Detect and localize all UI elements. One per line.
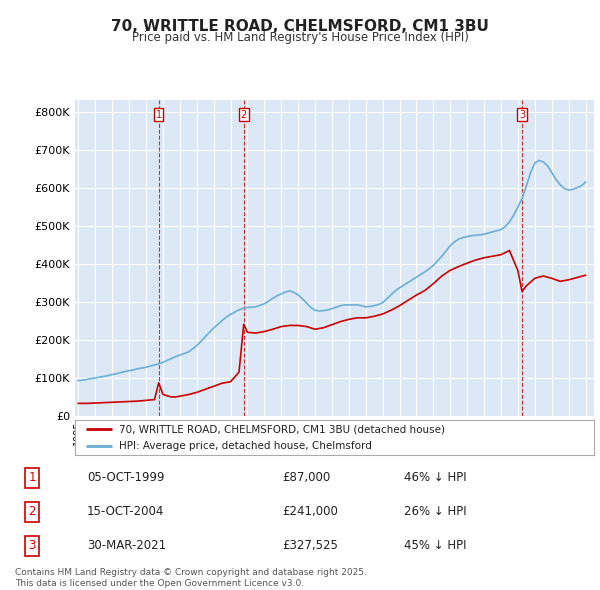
- Text: 1: 1: [155, 110, 162, 120]
- Text: 30-MAR-2021: 30-MAR-2021: [87, 539, 166, 552]
- Text: 2: 2: [241, 110, 247, 120]
- Text: 46% ↓ HPI: 46% ↓ HPI: [404, 471, 466, 484]
- Text: HPI: Average price, detached house, Chelmsford: HPI: Average price, detached house, Chel…: [119, 441, 372, 451]
- Text: 70, WRITTLE ROAD, CHELMSFORD, CM1 3BU (detached house): 70, WRITTLE ROAD, CHELMSFORD, CM1 3BU (d…: [119, 424, 445, 434]
- Text: £87,000: £87,000: [283, 471, 331, 484]
- Text: Price paid vs. HM Land Registry's House Price Index (HPI): Price paid vs. HM Land Registry's House …: [131, 31, 469, 44]
- Text: 26% ↓ HPI: 26% ↓ HPI: [404, 505, 466, 519]
- Text: 1: 1: [28, 471, 36, 484]
- Text: 2: 2: [28, 505, 36, 519]
- Text: 3: 3: [28, 539, 36, 552]
- Text: 15-OCT-2004: 15-OCT-2004: [87, 505, 164, 519]
- Text: £241,000: £241,000: [283, 505, 338, 519]
- Text: £327,525: £327,525: [283, 539, 338, 552]
- Text: 45% ↓ HPI: 45% ↓ HPI: [404, 539, 466, 552]
- Text: 3: 3: [519, 110, 525, 120]
- Text: 70, WRITTLE ROAD, CHELMSFORD, CM1 3BU: 70, WRITTLE ROAD, CHELMSFORD, CM1 3BU: [111, 19, 489, 34]
- Text: Contains HM Land Registry data © Crown copyright and database right 2025.
This d: Contains HM Land Registry data © Crown c…: [15, 568, 367, 588]
- Text: 05-OCT-1999: 05-OCT-1999: [87, 471, 164, 484]
